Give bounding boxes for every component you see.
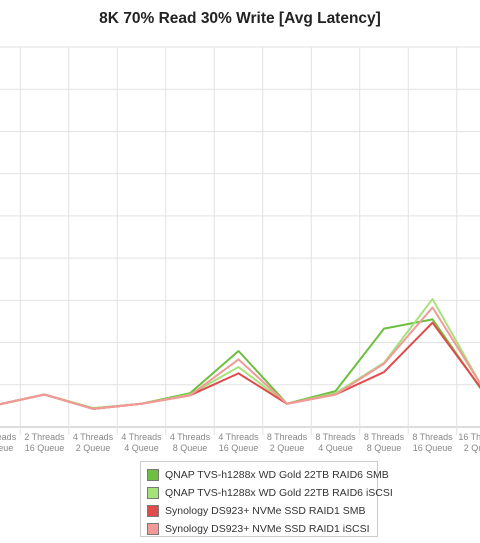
series-lines [0, 298, 480, 410]
x-tick-label: 8 Threads 16 Queue [412, 432, 453, 453]
grid [0, 46, 480, 435]
x-tick-label: 8 Threads 8 Queue [364, 432, 405, 453]
x-tick-label: 2 Threads 16 Queue [24, 432, 65, 453]
x-tick-label: 8 Threads 4 Queue [315, 432, 356, 453]
legend-item: QNAP TVS-h1288x WD Gold 22TB RAID6 SMB [147, 466, 389, 483]
legend-swatch [147, 468, 159, 481]
legend-swatch [147, 504, 159, 517]
legend-item: Synology DS923+ NVMe SSD RAID1 iSCSI [147, 520, 371, 537]
legend-swatch [147, 522, 159, 535]
legend-item: Synology DS923+ NVMe SSD RAID1 SMB [147, 502, 371, 519]
legend-label: Synology DS923+ NVMe SSD RAID1 SMB [165, 504, 366, 517]
legend: QNAP TVS-h1288x WD Gold 22TB RAID6 SMB QN… [140, 461, 393, 537]
chart-title: 8K 70% Read 30% Write [Avg Latency] [99, 10, 381, 27]
legend-label: QNAP TVS-h1288x WD Gold 22TB RAID6 iSCSI [165, 486, 393, 499]
legend-label: Synology DS923+ NVMe SSD RAID1 iSCSI [165, 522, 370, 535]
x-tick-label: 4 Threads 16 Queue [218, 432, 259, 453]
legend-label: QNAP TVS-h1288x WD Gold 22TB RAID6 SMB [165, 468, 389, 481]
legend-item: QNAP TVS-h1288x WD Gold 22TB RAID6 iSCSI [147, 484, 393, 501]
legend-swatch [147, 486, 159, 499]
x-tick-label: 4 Threads 4 Queue [121, 432, 162, 453]
series-line-3 [0, 306, 480, 410]
x-tick-label: 4 Threads 2 Queue [73, 432, 114, 453]
x-tick-label: 8 Threads 2 Queue [267, 432, 308, 453]
x-tick-label: 4 Threads 8 Queue [170, 432, 211, 453]
